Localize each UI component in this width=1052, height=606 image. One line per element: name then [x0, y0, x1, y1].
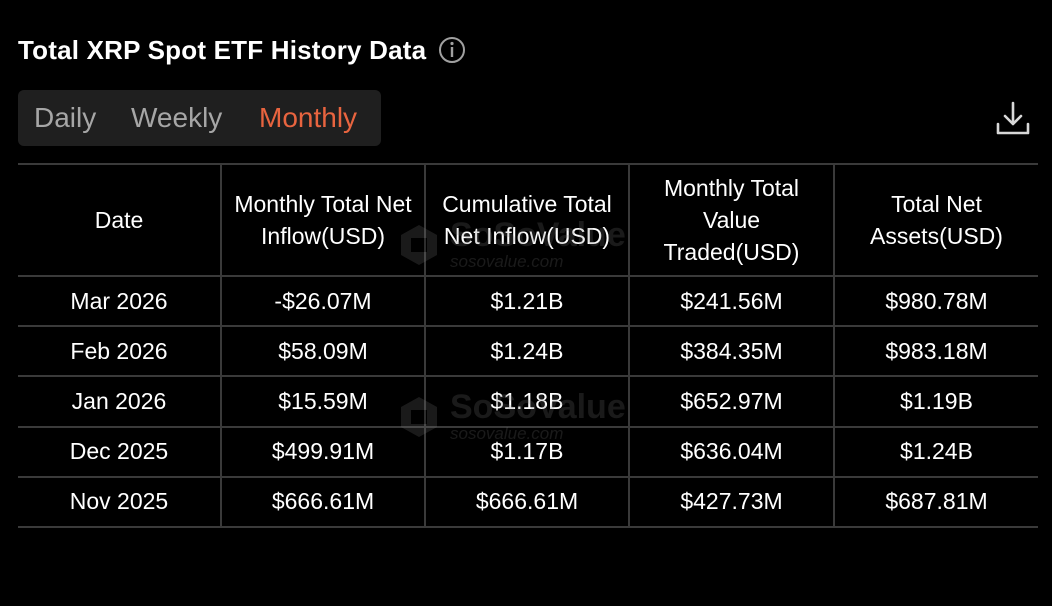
table-row: Nov 2025 $666.61M $666.61M $427.73M $687…	[18, 475, 1038, 529]
cell-net-inflow: $499.91M	[220, 425, 426, 478]
column-header-cumulative: Cumulative Total Net Inflow(USD)	[424, 163, 630, 277]
info-icon[interactable]	[438, 36, 466, 64]
cell-net-inflow: $58.09M	[220, 325, 426, 378]
cell-cumulative: $1.17B	[424, 425, 630, 478]
cell-value-traded: $427.73M	[628, 475, 835, 529]
tab-weekly[interactable]: Weekly	[131, 102, 223, 133]
cell-net-inflow: $15.59M	[220, 375, 426, 428]
cell-value-traded: $384.35M	[628, 325, 835, 378]
tab-daily[interactable]: Daily	[34, 102, 97, 133]
cell-net-assets: $1.19B	[833, 375, 1038, 428]
cell-date: Jan 2026	[18, 375, 222, 428]
cell-cumulative: $1.18B	[424, 375, 630, 428]
column-header-net-inflow: Monthly Total Net Inflow(USD)	[220, 163, 426, 277]
table-row: Dec 2025 $499.91M $1.17B $636.04M $1.24B	[18, 425, 1038, 478]
table-row: Feb 2026 $58.09M $1.24B $384.35M $983.18…	[18, 325, 1038, 378]
cell-net-inflow: -$26.07M	[220, 274, 426, 328]
table-row: Jan 2026 $15.59M $1.18B $652.97M $1.19B	[18, 375, 1038, 428]
cell-cumulative: $1.24B	[424, 325, 630, 378]
cell-date: Feb 2026	[18, 325, 222, 378]
download-icon[interactable]	[994, 100, 1032, 138]
cell-net-assets: $687.81M	[833, 475, 1038, 529]
period-tabs: Daily Weekly Monthly	[18, 90, 381, 146]
column-header-date: Date	[18, 163, 222, 277]
column-header-value-traded: Monthly Total Value Traded(USD)	[628, 163, 835, 277]
cell-cumulative: $666.61M	[424, 475, 630, 529]
cell-date: Dec 2025	[18, 425, 222, 478]
cell-net-assets: $1.24B	[833, 425, 1038, 478]
cell-cumulative: $1.21B	[424, 274, 630, 328]
cell-value-traded: $652.97M	[628, 375, 835, 428]
page-title: Total XRP Spot ETF History Data	[18, 34, 427, 65]
cell-value-traded: $241.56M	[628, 274, 835, 328]
cell-date: Nov 2025	[18, 475, 222, 529]
tab-monthly[interactable]: Monthly	[259, 102, 358, 133]
cell-net-inflow: $666.61M	[220, 475, 426, 529]
column-header-net-assets: Total Net Assets(USD)	[833, 163, 1038, 277]
cell-net-assets: $983.18M	[833, 325, 1038, 378]
cell-date: Mar 2026	[18, 274, 222, 328]
table-row: Mar 2026 -$26.07M $1.21B $241.56M $980.7…	[18, 274, 1038, 328]
cell-net-assets: $980.78M	[833, 274, 1038, 328]
etf-history-table: Date Monthly Total Net Inflow(USD) Cumul…	[18, 163, 1038, 529]
cell-value-traded: $636.04M	[628, 425, 835, 478]
table-header-row: Date Monthly Total Net Inflow(USD) Cumul…	[18, 163, 1038, 277]
page-header: Total XRP Spot ETF History Data	[18, 30, 466, 70]
